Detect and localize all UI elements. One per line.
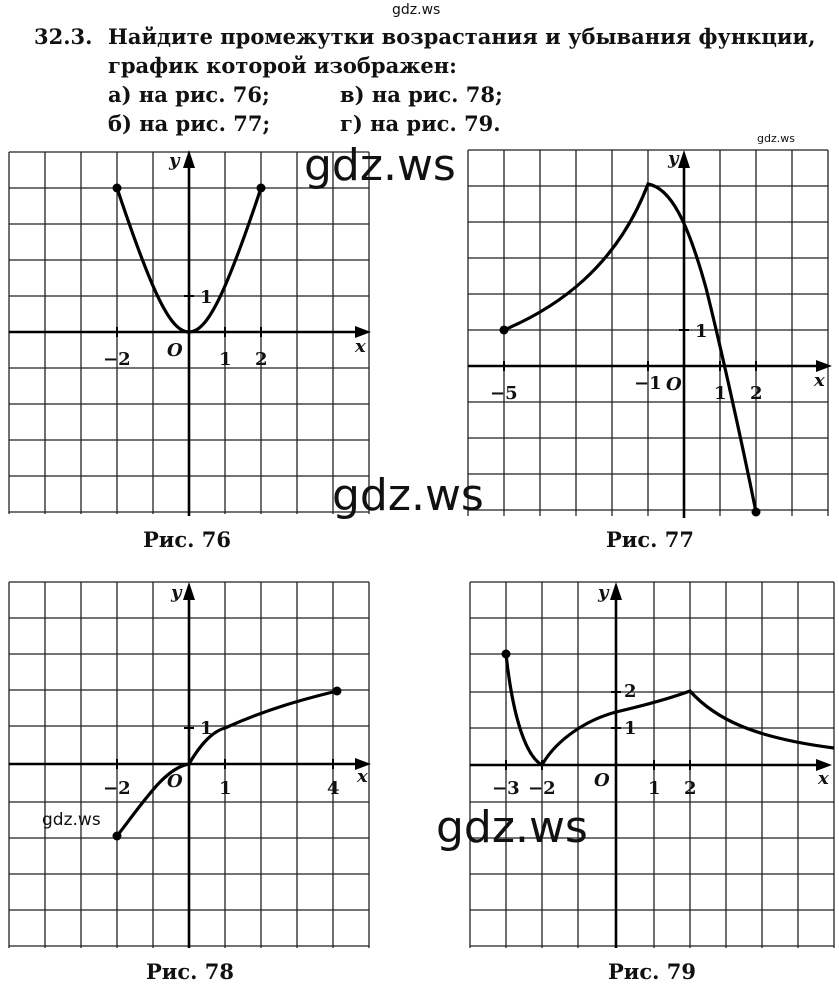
task-number: 32.3. [34, 24, 93, 49]
task-items-row-1: а) на рис. 76; в) на рис. 78; [34, 80, 815, 109]
fig77-origin: O [666, 374, 682, 395]
fig77-x-label: x [813, 370, 825, 391]
figure-79-caption: Рис. 79 [608, 959, 696, 984]
watermark-big-3: gdz.ws [436, 802, 588, 853]
watermark-top: gdz.ws [392, 2, 441, 18]
fig78-y-label: y [170, 582, 183, 603]
task-item-v: в) на рис. 78; [340, 82, 503, 107]
fig77-tick-x-1: −1 [634, 373, 662, 394]
fig76-y-label: y [168, 150, 181, 171]
task-item-b: б) на рис. 77; [108, 111, 271, 136]
figure-79-graph: y x O −3 −2 1 2 2 1 [469, 581, 835, 948]
fig79-tick-x-3: 2 [684, 778, 697, 799]
fig78-tick-y-0: 1 [200, 718, 213, 739]
fig79-y-label: y [597, 582, 610, 603]
fig76-tick-y-0: 1 [200, 287, 213, 308]
figure-78-graph: y x O −2 1 4 1 [8, 581, 371, 948]
fig79-origin: O [594, 770, 610, 791]
fig79-tick-x-0: −3 [492, 778, 520, 799]
fig79-tick-y-0: 2 [624, 681, 637, 702]
figure-77-graph: y x O −5 −1 1 2 1 [467, 148, 832, 518]
watermark-small-left: gdz.ws [42, 810, 101, 830]
fig79-x-label: x [817, 768, 829, 789]
fig79-tick-x-2: 1 [648, 778, 661, 799]
fig76-tick-x-2: 2 [255, 349, 268, 370]
fig76-origin: O [167, 340, 183, 361]
task-items-row-2: б) на рис. 77; г) на рис. 79. [34, 109, 815, 138]
task-line-1: 32.3. Найдите промежутки возрастания и уб… [34, 22, 815, 51]
watermark-small-right: gdz.ws [757, 132, 795, 145]
figure-76-caption: Рис. 76 [143, 527, 231, 552]
fig78-origin: O [167, 771, 183, 792]
fig77-tick-x-3: 2 [750, 383, 763, 404]
fig77-tick-x-2: 1 [714, 383, 727, 404]
fig76-tick-x-0: −2 [103, 349, 131, 370]
task-item-g: г) на рис. 79. [340, 111, 501, 136]
figure-76-graph: y x O −2 1 2 1 [8, 150, 371, 516]
fig78-x-label: x [356, 766, 368, 787]
fig76-x-label: x [354, 336, 366, 357]
fig76-tick-x-1: 1 [219, 349, 232, 370]
task-text-2: график которой изображен: [108, 53, 457, 78]
figure-78-caption: Рис. 78 [146, 959, 234, 984]
fig78-tick-x-2: 4 [327, 778, 340, 799]
task-item-a: а) на рис. 76; [108, 82, 270, 107]
fig77-tick-x-0: −5 [490, 383, 518, 404]
fig77-tick-y-0: 1 [695, 321, 708, 342]
task-block: 32.3. Найдите промежутки возрастания и уб… [34, 22, 815, 138]
figure-77-caption: Рис. 77 [606, 527, 694, 552]
task-text-1: Найдите промежутки возрастания и убывани… [108, 24, 816, 49]
fig78-tick-x-0: −2 [103, 778, 131, 799]
watermark-big-1: gdz.ws [304, 140, 456, 191]
fig78-tick-x-1: 1 [219, 778, 232, 799]
watermark-big-2: gdz.ws [332, 470, 484, 521]
fig77-y-label: y [667, 148, 680, 169]
fig79-tick-y-1: 1 [624, 718, 637, 739]
fig79-tick-x-1: −2 [528, 778, 556, 799]
